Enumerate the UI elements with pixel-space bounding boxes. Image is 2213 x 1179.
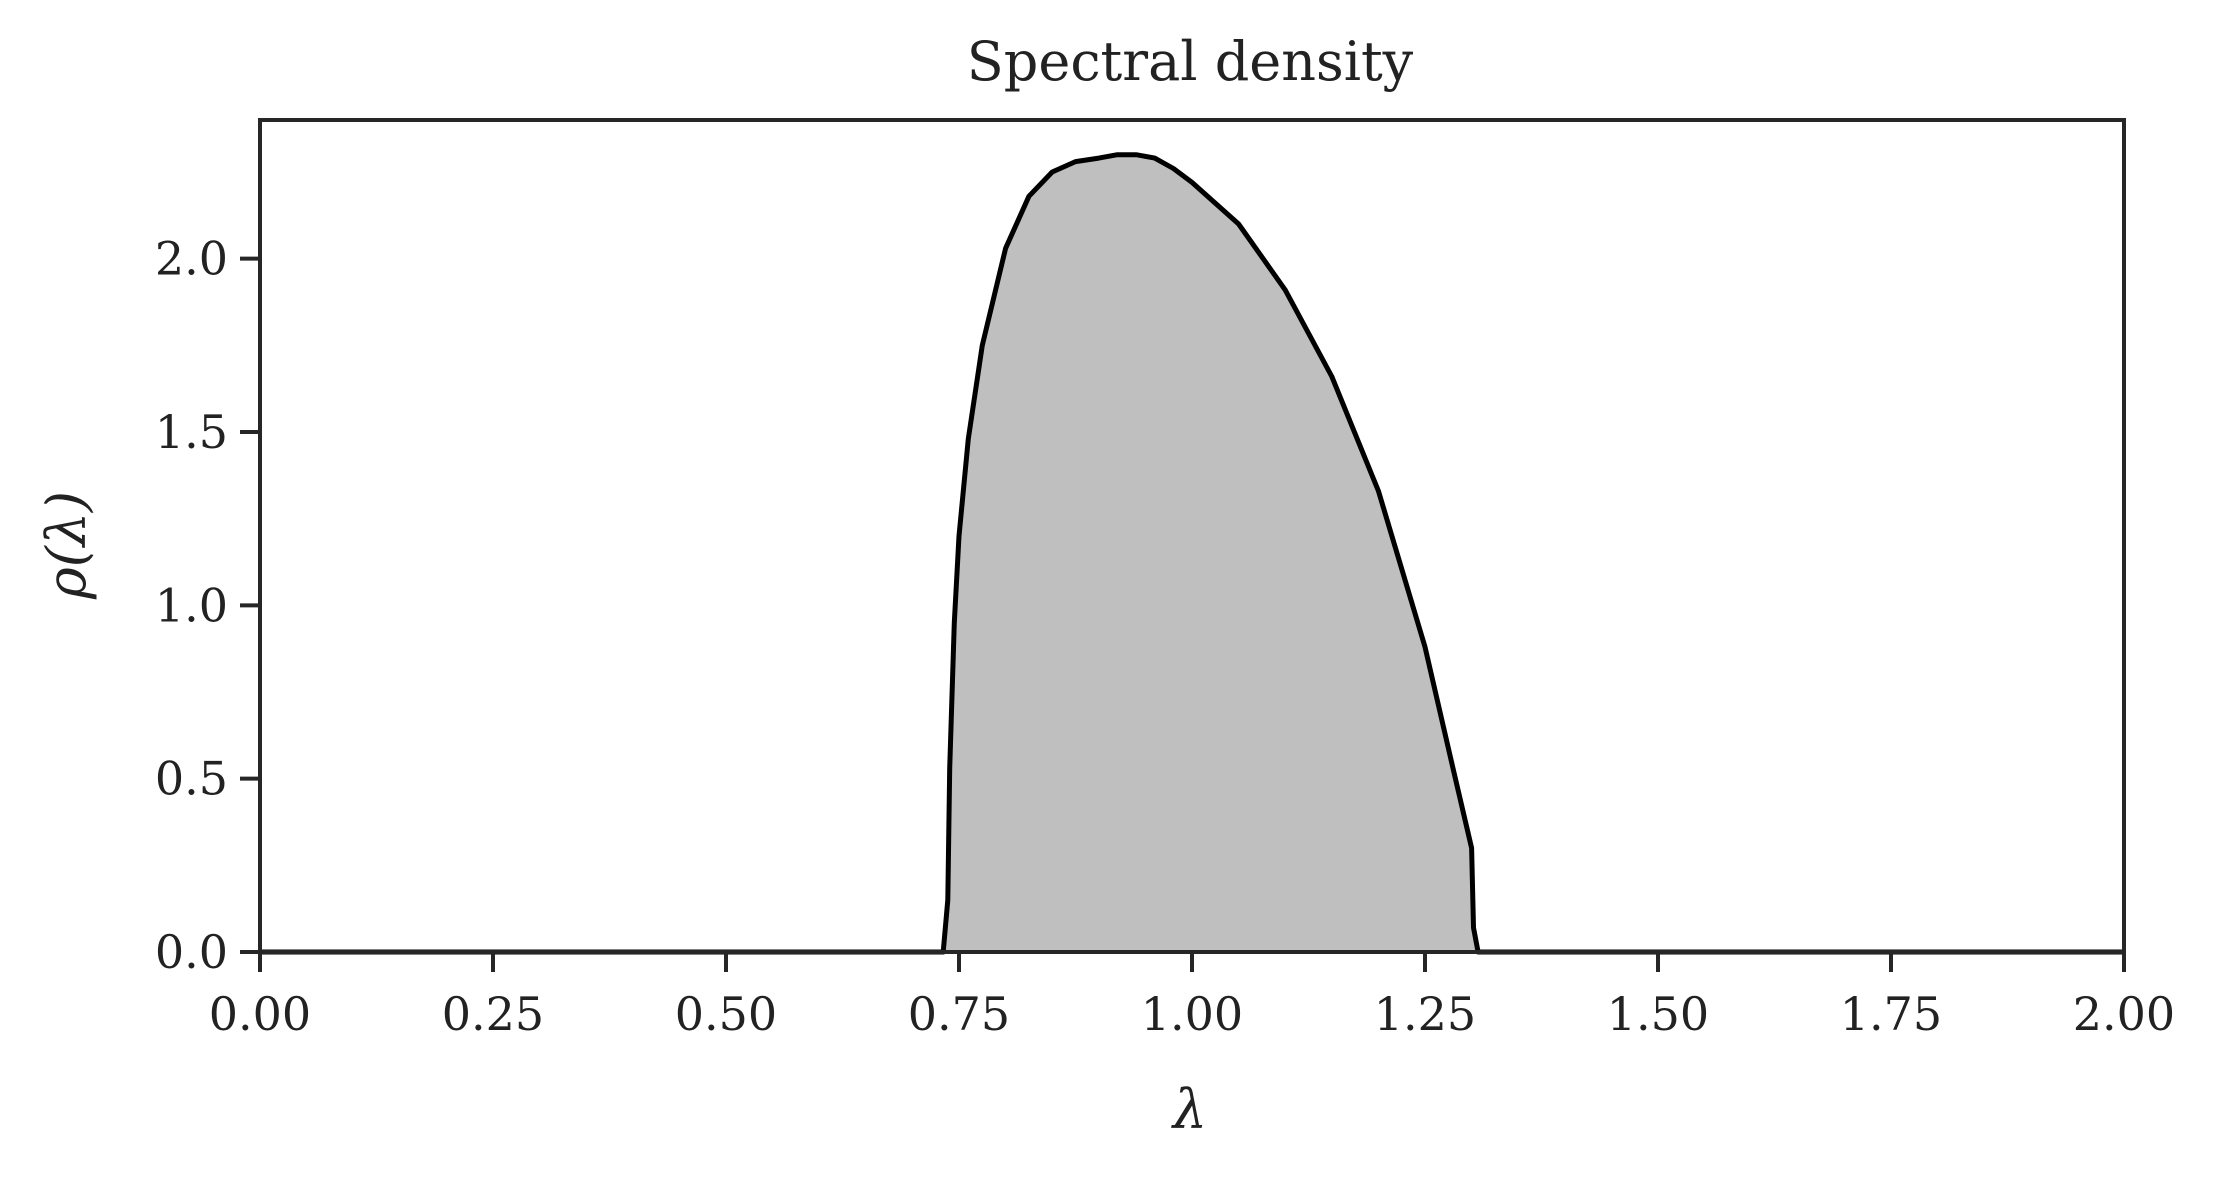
y-tick-label: 0.0 (155, 925, 228, 979)
y-axis-label: ρ(λ) (35, 491, 98, 600)
x-tick-label: 1.00 (1141, 987, 1243, 1041)
y-tick-label: 0.5 (155, 752, 228, 806)
density-area (260, 154, 2124, 952)
chart-title: Spectral density (967, 30, 1414, 93)
x-tick-label: 0.00 (209, 987, 311, 1041)
y-tick-label: 1.5 (155, 405, 228, 459)
y-tick-label: 2.0 (155, 232, 228, 286)
x-tick-label: 0.75 (908, 987, 1010, 1041)
x-tick-label: 2.00 (2073, 987, 2175, 1041)
x-tick-label: 0.50 (675, 987, 777, 1041)
density-curve (260, 152, 2124, 955)
x-tick-label: 1.50 (1607, 987, 1709, 1041)
plot-area (258, 118, 2126, 955)
x-tick-label: 1.75 (1840, 987, 1942, 1041)
x-tick-label: 1.25 (1374, 987, 1476, 1041)
y-axis: 0.0 0.5 1.0 1.5 2.0 (155, 232, 260, 979)
x-axis: 0.00 0.25 0.50 0.75 1.00 1.25 1.50 1.75 2.00 (209, 952, 2175, 1041)
x-tick-label: 0.25 (442, 987, 544, 1041)
y-tick-label: 1.0 (155, 578, 228, 632)
x-axis-label: λ (1171, 1078, 1207, 1141)
